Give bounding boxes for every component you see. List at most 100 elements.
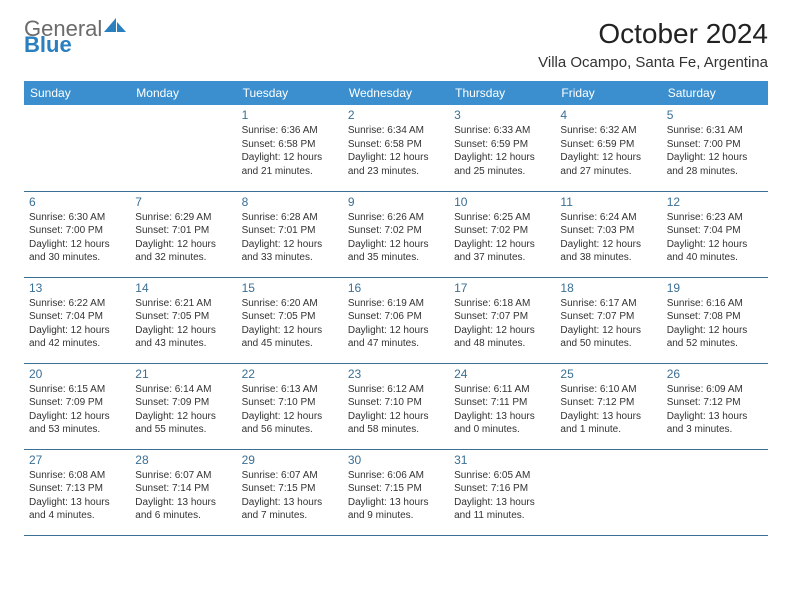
day-info: Sunrise: 6:11 AMSunset: 7:11 PMDaylight:…: [454, 383, 550, 437]
calendar-table: SundayMondayTuesdayWednesdayThursdayFrid…: [24, 81, 768, 536]
day-info: Sunrise: 6:15 AMSunset: 7:09 PMDaylight:…: [29, 383, 125, 437]
empty-cell: [555, 449, 661, 535]
weekday-header: Friday: [555, 81, 661, 105]
day-info: Sunrise: 6:07 AMSunset: 7:15 PMDaylight:…: [242, 469, 338, 523]
day-cell: 11Sunrise: 6:24 AMSunset: 7:03 PMDayligh…: [555, 191, 661, 277]
day-info: Sunrise: 6:28 AMSunset: 7:01 PMDaylight:…: [242, 211, 338, 265]
day-number: 4: [560, 108, 656, 122]
day-info: Sunrise: 6:10 AMSunset: 7:12 PMDaylight:…: [560, 383, 656, 437]
day-cell: 15 Sunrise: 6:20 AMSunset: 7:05 PMDayligh…: [237, 277, 343, 363]
day-number: 23: [348, 367, 444, 381]
day-number: 24: [454, 367, 550, 381]
day-info: Sunrise: 6:09 AMSunset: 7:12 PMDaylight:…: [667, 383, 763, 437]
day-info: Sunrise: 6:13 AMSunset: 7:10 PMDaylight:…: [242, 383, 338, 437]
day-cell: 8 Sunrise: 6:28 AMSunset: 7:01 PMDaylight…: [237, 191, 343, 277]
day-info: Sunrise: 6:32 AMSunset: 6:59 PMDaylight:…: [560, 124, 656, 178]
day-number: 12: [667, 195, 763, 209]
day-cell: 23 Sunrise: 6:12 AMSunset: 7:10 PMDayligh…: [343, 363, 449, 449]
day-cell: 16Sunrise: 6:19 AMSunset: 7:06 PMDayligh…: [343, 277, 449, 363]
day-cell: 22 Sunrise: 6:13 AMSunset: 7:10 PMDayligh…: [237, 363, 343, 449]
calendar-row: 20 Sunrise: 6:15 AMSunset: 7:09 PMDayligh…: [24, 363, 768, 449]
day-cell: 19Sunrise: 6:16 AMSunset: 7:08 PMDayligh…: [662, 277, 768, 363]
day-info: Sunrise: 6:21 AMSunset: 7:05 PMDaylight:…: [135, 297, 231, 351]
day-info: Sunrise: 6:33 AMSunset: 6:59 PMDaylight:…: [454, 124, 550, 178]
day-number: 15: [242, 281, 338, 295]
weekday-header: Tuesday: [237, 81, 343, 105]
day-info: Sunrise: 6:29 AMSunset: 7:01 PMDaylight:…: [135, 211, 231, 265]
day-cell: 4 Sunrise: 6:32 AMSunset: 6:59 PMDaylight…: [555, 105, 661, 191]
day-number: 5: [667, 108, 763, 122]
day-number: 22: [242, 367, 338, 381]
day-info: Sunrise: 6:20 AMSunset: 7:05 PMDaylight:…: [242, 297, 338, 351]
day-number: 29: [242, 453, 338, 467]
day-info: Sunrise: 6:05 AMSunset: 7:16 PMDaylight:…: [454, 469, 550, 523]
day-info: Sunrise: 6:36 AMSunset: 6:58 PMDaylight:…: [242, 124, 338, 178]
day-number: 14: [135, 281, 231, 295]
day-number: 7: [135, 195, 231, 209]
weekday-header: Sunday: [24, 81, 130, 105]
day-info: Sunrise: 6:23 AMSunset: 7:04 PMDaylight:…: [667, 211, 763, 265]
day-info: Sunrise: 6:18 AMSunset: 7:07 PMDaylight:…: [454, 297, 550, 351]
day-cell: 14 Sunrise: 6:21 AMSunset: 7:05 PMDayligh…: [130, 277, 236, 363]
sail-icon: [104, 18, 126, 34]
day-cell: 3Sunrise: 6:33 AMSunset: 6:59 PMDaylight…: [449, 105, 555, 191]
day-info: Sunrise: 6:08 AMSunset: 7:13 PMDaylight:…: [29, 469, 125, 523]
day-info: Sunrise: 6:34 AMSunset: 6:58 PMDaylight:…: [348, 124, 444, 178]
day-cell: 24 Sunrise: 6:11 AMSunset: 7:11 PMDayligh…: [449, 363, 555, 449]
day-number: 2: [348, 108, 444, 122]
empty-cell: [662, 449, 768, 535]
day-number: 27: [29, 453, 125, 467]
day-info: Sunrise: 6:30 AMSunset: 7:00 PMDaylight:…: [29, 211, 125, 265]
day-number: 28: [135, 453, 231, 467]
calendar-body: 1 Sunrise: 6:36 AMSunset: 6:58 PMDaylight…: [24, 105, 768, 535]
empty-cell: [24, 105, 130, 191]
day-number: 10: [454, 195, 550, 209]
day-info: Sunrise: 6:31 AMSunset: 7:00 PMDaylight:…: [667, 124, 763, 178]
day-number: 9: [348, 195, 444, 209]
day-number: 1: [242, 108, 338, 122]
day-cell: 28 Sunrise: 6:07 AMSunset: 7:14 PMDayligh…: [130, 449, 236, 535]
day-number: 18: [560, 281, 656, 295]
header: GeneralBlue October 2024 Villa Ocampo, S…: [24, 18, 768, 71]
day-cell: 27 Sunrise: 6:08 AMSunset: 7:13 PMDayligh…: [24, 449, 130, 535]
day-number: 30: [348, 453, 444, 467]
day-info: Sunrise: 6:06 AMSunset: 7:15 PMDaylight:…: [348, 469, 444, 523]
day-cell: 20 Sunrise: 6:15 AMSunset: 7:09 PMDayligh…: [24, 363, 130, 449]
logo: GeneralBlue: [24, 18, 126, 56]
day-cell: 7 Sunrise: 6:29 AMSunset: 7:01 PMDaylight…: [130, 191, 236, 277]
day-cell: 5 Sunrise: 6:31 AMSunset: 7:00 PMDaylight…: [662, 105, 768, 191]
day-cell: 25 Sunrise: 6:10 AMSunset: 7:12 PMDayligh…: [555, 363, 661, 449]
day-cell: 1 Sunrise: 6:36 AMSunset: 6:58 PMDaylight…: [237, 105, 343, 191]
day-info: Sunrise: 6:12 AMSunset: 7:10 PMDaylight:…: [348, 383, 444, 437]
day-cell: 21 Sunrise: 6:14 AMSunset: 7:09 PMDayligh…: [130, 363, 236, 449]
calendar-row: 13Sunrise: 6:22 AMSunset: 7:04 PMDayligh…: [24, 277, 768, 363]
day-number: 31: [454, 453, 550, 467]
day-number: 20: [29, 367, 125, 381]
day-info: Sunrise: 6:17 AMSunset: 7:07 PMDaylight:…: [560, 297, 656, 351]
day-cell: 31 Sunrise: 6:05 AMSunset: 7:16 PMDayligh…: [449, 449, 555, 535]
day-cell: 18 Sunrise: 6:17 AMSunset: 7:07 PMDayligh…: [555, 277, 661, 363]
calendar-row: 6Sunrise: 6:30 AMSunset: 7:00 PMDaylight…: [24, 191, 768, 277]
weekday-header: Saturday: [662, 81, 768, 105]
day-number: 21: [135, 367, 231, 381]
weekday-row: SundayMondayTuesdayWednesdayThursdayFrid…: [24, 81, 768, 105]
day-info: Sunrise: 6:26 AMSunset: 7:02 PMDaylight:…: [348, 211, 444, 265]
day-info: Sunrise: 6:07 AMSunset: 7:14 PMDaylight:…: [135, 469, 231, 523]
weekday-header: Wednesday: [343, 81, 449, 105]
location: Villa Ocampo, Santa Fe, Argentina: [538, 54, 768, 71]
calendar-head: SundayMondayTuesdayWednesdayThursdayFrid…: [24, 81, 768, 105]
calendar-row: 1 Sunrise: 6:36 AMSunset: 6:58 PMDaylight…: [24, 105, 768, 191]
day-info: Sunrise: 6:25 AMSunset: 7:02 PMDaylight:…: [454, 211, 550, 265]
day-cell: 9 Sunrise: 6:26 AMSunset: 7:02 PMDaylight…: [343, 191, 449, 277]
day-cell: 26 Sunrise: 6:09 AMSunset: 7:12 PMDayligh…: [662, 363, 768, 449]
month-title: October 2024: [538, 18, 768, 50]
day-info: Sunrise: 6:14 AMSunset: 7:09 PMDaylight:…: [135, 383, 231, 437]
day-cell: 2 Sunrise: 6:34 AMSunset: 6:58 PMDaylight…: [343, 105, 449, 191]
empty-cell: [130, 105, 236, 191]
day-number: 8: [242, 195, 338, 209]
day-number: 26: [667, 367, 763, 381]
day-info: Sunrise: 6:22 AMSunset: 7:04 PMDaylight:…: [29, 297, 125, 351]
day-number: 25: [560, 367, 656, 381]
day-number: 17: [454, 281, 550, 295]
day-number: 19: [667, 281, 763, 295]
